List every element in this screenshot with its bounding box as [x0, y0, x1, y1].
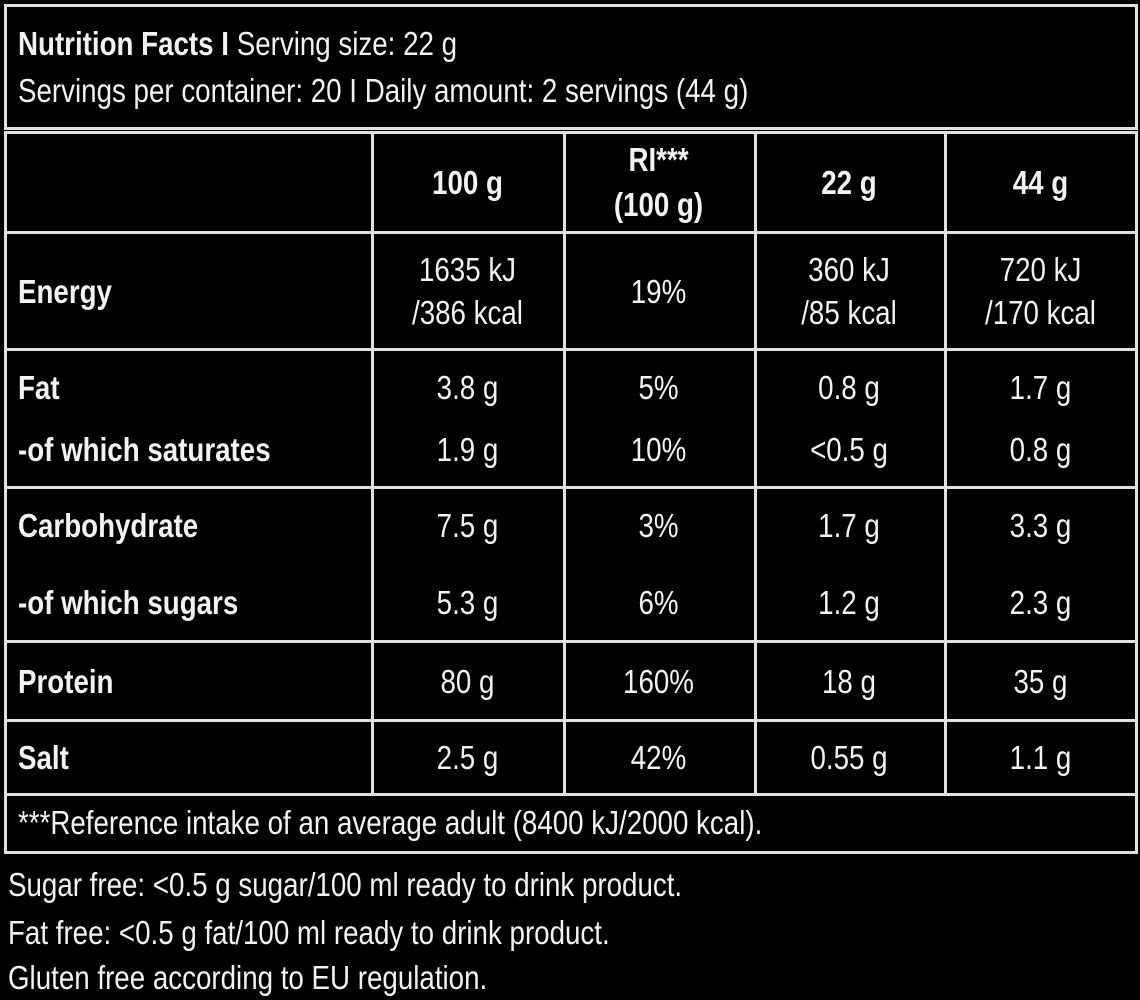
protein-100g: 80 g: [440, 663, 495, 700]
sugars-22g: 1.2 g: [818, 584, 880, 621]
fat-44g: 1.7 g: [1009, 369, 1072, 406]
column-header-22g: 22 g: [821, 164, 877, 201]
row-label-energy: Energy: [18, 273, 112, 310]
column-header-ri-unit: (100 g): [613, 186, 704, 223]
fat-22g: 0.8 g: [818, 369, 880, 406]
saturates-22g: <0.5 g: [810, 431, 888, 468]
row-label-sugars: -of which sugars: [18, 584, 239, 621]
cell: [4, 131, 374, 234]
row-label-carbohydrate: Carbohydrate: [18, 507, 199, 544]
energy-100g-kj: 1635 kJ: [418, 251, 517, 288]
header-box: [4, 4, 1138, 130]
saturates-ri: 10%: [630, 431, 687, 468]
title: Nutrition Facts I: [18, 25, 229, 62]
note-gluten-free: Gluten free according to EU regulation.: [8, 959, 488, 996]
column-header-100g: 100 g: [432, 164, 503, 201]
carbohydrate-22g: 1.7 g: [818, 507, 880, 544]
energy-ri: 19%: [630, 273, 687, 310]
fat-100g: 3.8 g: [436, 369, 499, 406]
column-header-44g: 44 g: [1012, 164, 1069, 201]
energy-100g-kcal: /386 kcal: [412, 294, 523, 331]
serving-size: Serving size: 22 g: [236, 25, 458, 62]
note-sugar-free: Sugar free: <0.5 g sugar/100 ml ready to…: [8, 866, 683, 903]
row-label-protein: Protein: [18, 663, 114, 700]
energy-22g-kj: 360 kJ: [808, 251, 890, 288]
saturates-44g: 0.8 g: [1009, 431, 1072, 468]
energy-44g-kj: 720 kJ: [999, 251, 1082, 288]
row-label-salt: Salt: [18, 739, 69, 776]
row-label-saturates: -of which saturates: [18, 431, 271, 468]
salt-100g: 2.5 g: [436, 739, 499, 776]
footnote-cell: [4, 793, 1138, 854]
carbohydrate-44g: 3.3 g: [1009, 507, 1072, 544]
salt-22g: 0.55 g: [810, 739, 888, 776]
energy-44g-kcal: /170 kcal: [985, 294, 1096, 331]
cell: [371, 231, 566, 351]
sugars-100g: 5.3 g: [436, 584, 499, 621]
row-label-fat: Fat: [18, 369, 60, 406]
energy-22g-kcal: /85 kcal: [801, 294, 897, 331]
cell: [754, 231, 947, 351]
servings-line: Servings per container: 20 I Daily amoun…: [18, 72, 749, 109]
salt-44g: 1.1 g: [1009, 739, 1072, 776]
saturates-100g: 1.9 g: [436, 431, 499, 468]
protein-44g: 35 g: [1013, 663, 1068, 700]
note-fat-free: Fat free: <0.5 g fat/100 ml ready to dri…: [8, 914, 610, 951]
carbohydrate-100g: 7.5 g: [436, 507, 499, 544]
sugars-ri: 6%: [638, 584, 679, 621]
salt-ri: 42%: [630, 739, 687, 776]
cell: [944, 231, 1138, 351]
fat-ri: 5%: [638, 369, 679, 406]
header-line-1: Nutrition Facts I Serving size: 22 g: [18, 24, 457, 64]
column-header-ri: RI***: [628, 141, 689, 178]
protein-ri: 160%: [623, 663, 694, 700]
footnote: ***Reference intake of an average adult …: [18, 804, 763, 841]
carbohydrate-ri: 3%: [638, 507, 679, 544]
protein-22g: 18 g: [822, 663, 876, 700]
sugars-44g: 2.3 g: [1009, 584, 1072, 621]
